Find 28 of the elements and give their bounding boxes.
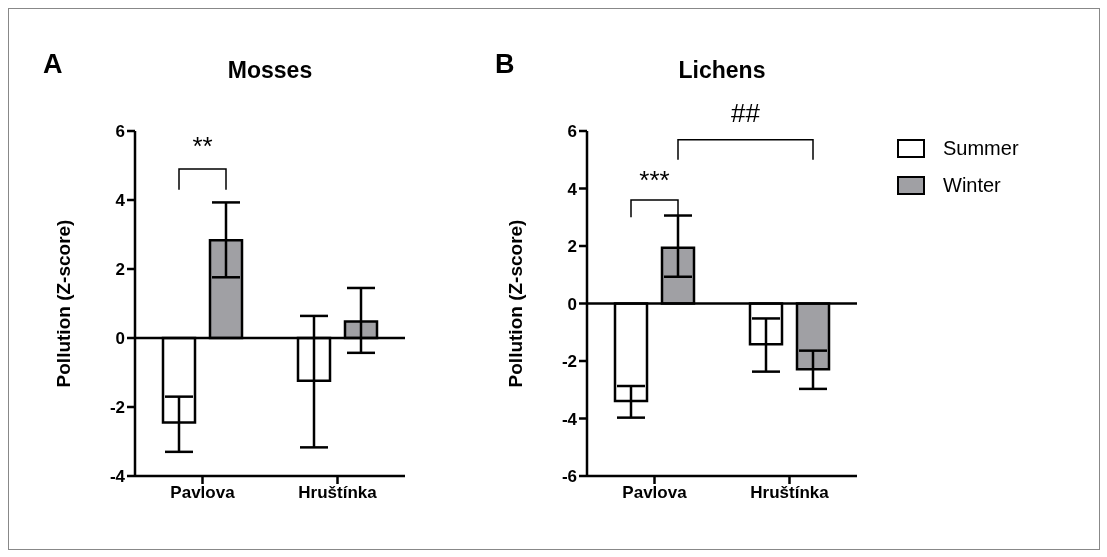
y-tick-label: -4: [561, 409, 578, 429]
y-axis-title: Pollution (Z-score): [52, 219, 74, 388]
y-tick-label: 2: [567, 237, 577, 257]
x-tick-label: Pavlova: [170, 483, 236, 503]
y-tick-label: -4: [109, 467, 126, 487]
text: ##: [731, 98, 761, 129]
chart-title: Lichens: [677, 57, 767, 84]
x-tick-label: Hruštínka: [750, 483, 830, 503]
text: A: [43, 49, 63, 80]
x-tick-label: Pavlova: [622, 483, 688, 503]
text: B: [495, 49, 515, 80]
y-tick-label: 0: [115, 329, 125, 349]
y-tick-label: 6: [115, 122, 125, 142]
y-tick-label: 0: [567, 294, 577, 314]
y-axis-title: Pollution (Z-score): [504, 219, 526, 388]
chart-title: Mosses: [226, 57, 314, 84]
y-tick-label: 4: [567, 179, 578, 199]
legend-label: Winter: [943, 174, 1001, 197]
x-tick-label: Hruštínka: [298, 483, 378, 503]
y-tick-label: -2: [561, 352, 577, 372]
annotation: **: [192, 131, 213, 162]
y-tick-label: 4: [115, 191, 126, 211]
y-tick-label: -2: [109, 398, 125, 418]
y-tick-label: 6: [567, 122, 577, 142]
annotation: ***: [639, 164, 670, 195]
y-tick-label: -6: [561, 467, 577, 487]
y-tick-label: 2: [115, 260, 125, 280]
legend-label: Summer: [943, 137, 1019, 160]
